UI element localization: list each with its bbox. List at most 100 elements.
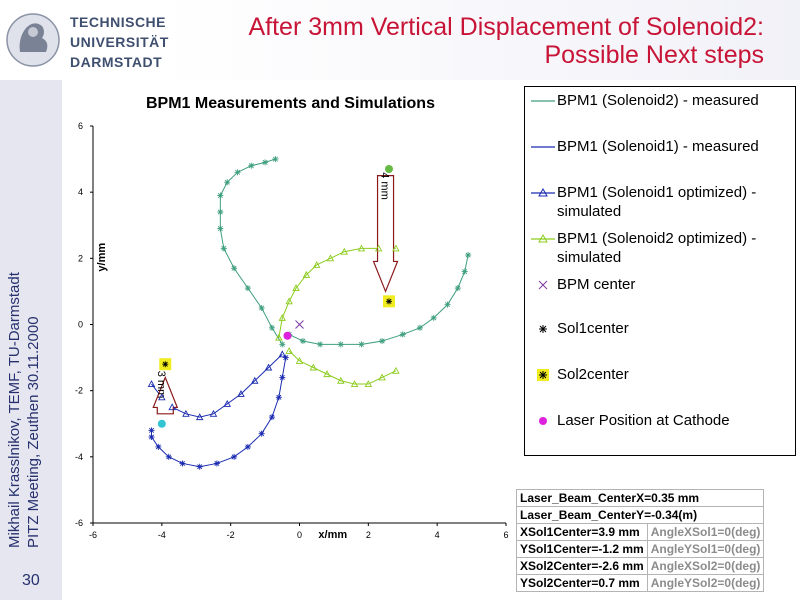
slide-title-line1: After 3mm Vertical Displacement of Solen… [248,13,764,41]
legend-label: BPM1 (Solenoid2 optimized) - simulated [557,230,757,266]
x-axis-label: x/mm [318,529,347,541]
x-tick-label: 6 [503,530,508,540]
x-marker-icon [538,280,548,290]
triangle-marker [357,244,366,252]
star-marker [231,453,238,460]
star-marker [179,460,186,467]
x-tick-label: 4 [435,530,440,540]
slide-title: After 3mm Vertical Displacement of Solen… [248,13,764,69]
series-line [288,350,397,385]
star-marker [248,162,255,169]
star-marker [358,341,365,348]
triangle-marker [168,403,176,411]
star-marker [275,394,282,401]
start-point-marker [384,165,393,174]
star-marker [268,324,275,331]
triangle-marker [292,284,300,292]
star-marker [148,433,155,440]
star-marker [416,324,423,331]
star-marker [317,341,324,348]
table-row: Laser_Beam_CenterX=0.35 mm [515,489,765,507]
triangle-marker [278,350,287,358]
x-tick-label: 2 [366,530,371,540]
star-marker [244,443,251,450]
tu-darmstadt-logo: TECHNISCHE UNIVERSITÄT DARMSTADT [6,8,168,74]
table-cell: XSol1Center=3.9 mm [516,523,648,541]
x-tick-label: -6 [89,530,97,540]
star-marker [385,298,392,305]
triangle-marker [158,393,166,401]
x-tick-label: 0 [297,530,302,540]
y-tick-label: 4 [78,187,83,197]
table-cell: YSol1Center=-1.2 mm [516,540,648,558]
title-band [160,0,800,80]
triangle-marker [337,376,345,384]
legend-label: Sol1center [557,320,629,337]
star-marker [155,443,162,450]
star-marker [165,453,172,460]
series-line [219,158,283,345]
y-tick-label: 0 [78,320,83,330]
star-marker [231,265,238,272]
meeting-info: PITZ Meeting, Zeuthen 30.11.2000 [25,316,42,548]
table-cell: Laser_Beam_CenterY=-0.34(m) [515,506,765,524]
table-cell: YSol2Center=0.7 mm [516,574,648,592]
star-marker [148,427,155,434]
star-marker [217,225,224,232]
star-marker [234,169,241,176]
star-marker [430,314,437,321]
y-tick-label: 2 [78,253,83,263]
displacement-arrow [372,175,399,294]
line-icon [531,100,555,102]
triangle-marker [209,409,218,417]
table-cell: AngleYSol1=0(deg) [646,540,765,558]
line-icon [531,146,555,148]
triangle-marker [275,333,283,341]
star-marker [220,245,227,252]
table-row: XSol1Center=3.9 mm AngleXSol1=0(deg) [516,523,765,541]
page-number: 30 [22,572,40,589]
star-marker [279,341,286,348]
triangle-marker [147,380,156,387]
triangle-marker [251,376,259,384]
star-marker [272,156,279,163]
star-marker [299,338,306,345]
triangle-marker [323,370,331,378]
y-tick-label: 6 [78,121,83,131]
star-marker [279,374,286,381]
table-row: XSol2Center=-2.6 mm AngleXSol2=0(deg) [516,557,765,575]
star-marker [217,209,224,216]
star-marker [162,361,169,368]
star-marker [337,341,344,348]
table-cell: AngleXSol1=0(deg) [646,523,765,541]
triangle-marker [195,413,204,421]
y-tick-label: -2 [75,386,83,396]
author-affiliation: Mikhail Krasslnikov, TEMF, TU-Darmstadt [6,272,23,548]
displacement-label: 3 mm [155,371,167,399]
star-marker [268,414,275,421]
triangle-marker [285,297,293,305]
star-marker [461,268,468,275]
slide-title-line2: Possible Next steps [544,41,764,69]
logo-line1: TECHNISCHE [70,14,167,30]
x-tick-label: -2 [227,530,235,540]
triangle-marker [295,356,304,364]
sidebar: Mikhail Krasslnikov, TEMF, TU-Darmstadt … [0,80,62,600]
table-row: YSol2Center=0.7 mm AngleYSol2=0(deg) [516,574,765,592]
logo-line3: DARMSTADT [70,54,163,70]
athena-seal-icon [6,13,60,67]
parameter-table: Laser_Beam_CenterX=0.35 mm Laser_Beam_Ce… [515,489,765,592]
table-row: Laser_Beam_CenterY=-0.34(m) [515,506,765,524]
star-marker-icon [539,325,547,333]
x-tick-label: -4 [158,530,166,540]
triangle-marker [278,313,287,321]
table-row: YSol1Center=-1.2 mm AngleYSol1=0(deg) [516,540,765,558]
table-cell: AngleXSol2=0(deg) [646,557,765,575]
star-box-icon [537,369,549,381]
triangle-marker [302,270,311,278]
bpm-center-marker [295,320,304,329]
chart-title: BPM1 Measurements and Simulations [146,95,435,112]
laser-position-marker [283,331,292,340]
displacement-label: 4 mm [379,172,391,200]
star-marker [258,304,265,311]
